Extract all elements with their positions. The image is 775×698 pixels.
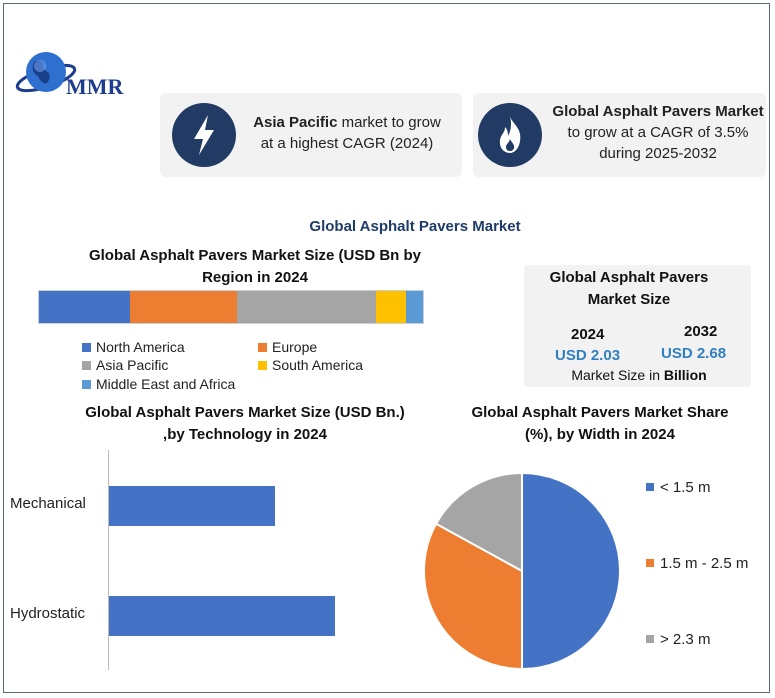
logo-text: MMR [66, 74, 124, 99]
insight-text-2a: Global Asphalt Pavers Market [552, 103, 764, 120]
bar-hydrostatic [109, 596, 336, 636]
lightning-icon [194, 115, 214, 155]
value-2032: USD 2.68 [661, 345, 727, 362]
legend-label: North America [96, 339, 185, 355]
insight-text-1b: at a highest CAGR (2024) [260, 135, 434, 152]
width-title-1: Global Asphalt Pavers Market Share [471, 404, 729, 421]
insight-card-region: Asia Pacific market to grow at a highest… [160, 93, 462, 177]
lightning-badge [172, 103, 236, 167]
region-segment-asia-pacific [236, 291, 377, 323]
flame-icon [499, 117, 521, 153]
region-segment-middle-east-and-africa [405, 291, 423, 323]
legend-swatch [258, 343, 267, 352]
market-size-title: Global Asphalt Pavers Market Size [524, 267, 734, 311]
market-size-title-1: Global Asphalt Pavers [549, 269, 709, 286]
pie-legend-item: < 1.5 m [646, 479, 710, 496]
insight-card-cagr: Global Asphalt Pavers Market to grow at … [473, 93, 766, 177]
legend-label: Europe [272, 339, 318, 355]
region-highlight: Asia Pacific [253, 114, 338, 131]
globe-logo-icon [15, 52, 77, 93]
region-chart-title: Global Asphalt Pavers Market Size (USD B… [88, 247, 422, 286]
insight-text-2c: during 2025-2032 [599, 145, 717, 162]
legend-label: < 1.5 m [660, 479, 711, 496]
width-title-2: (%), by Width in 2024 [525, 426, 675, 443]
region-legend-item: Middle East and Africa [82, 376, 235, 392]
year-2024: 2024 [571, 326, 605, 343]
insight-text-1a: market to grow [337, 114, 441, 131]
region-legend-item: South America [258, 357, 363, 373]
legend-swatch [82, 361, 91, 370]
legend-swatch [82, 343, 91, 352]
legend-label: 1.5 m - 2.5 m [660, 555, 749, 572]
technology-title-1: Global Asphalt Pavers Market Size (USD B… [85, 404, 405, 421]
page-title: Global Asphalt Pavers Market [309, 218, 521, 235]
market-size-panel: Global Asphalt Pavers Market Size 2024 U… [524, 265, 751, 387]
market-size-footer: Market Size in Billion [524, 367, 754, 383]
insight-text-region: Asia Pacific market to grow at a highest… [242, 112, 452, 154]
footer-unit: Billion [663, 367, 707, 383]
bar-label-hydrostatic: Hydrostatic [10, 605, 86, 622]
legend-swatch [258, 361, 267, 370]
value-2024: USD 2.03 [555, 347, 621, 364]
region-segment-south-america [376, 291, 406, 323]
legend-swatch [646, 635, 654, 643]
legend-label: Asia Pacific [96, 357, 169, 373]
legend-label: South America [272, 357, 364, 373]
market-size-title-2: Market Size [587, 291, 671, 308]
pie-legend-item: 1.5 m - 2.5 m [646, 555, 748, 572]
technology-chart-title: Global Asphalt Pavers Market Size (USD B… [60, 402, 430, 446]
pie-legend-item: > 2.3 m [646, 631, 710, 648]
outer-frame [3, 3, 770, 693]
technology-title-2: ,by Technology in 2024 [163, 426, 327, 443]
legend-label: Middle East and Africa [96, 376, 236, 392]
legend-label: > 2.3 m [660, 631, 711, 648]
bar-label-mechanical: Mechanical [10, 495, 86, 512]
region-segment-north-america [39, 291, 131, 323]
legend-swatch [646, 559, 654, 567]
legend-swatch [646, 483, 654, 491]
technology-axis [108, 450, 109, 670]
insight-text-2b: to grow at a CAGR of 3.5% [567, 124, 749, 141]
width-chart-title: Global Asphalt Pavers Market Share (%), … [450, 402, 750, 446]
region-legend-item: Europe [258, 339, 317, 355]
region-legend-item: Asia Pacific [82, 357, 168, 373]
legend-swatch [82, 380, 91, 389]
bar-mechanical [109, 486, 276, 526]
insight-text-cagr: Global Asphalt Pavers Market to grow at … [545, 101, 771, 164]
flame-badge [478, 103, 542, 167]
year-2032: 2032 [684, 323, 718, 340]
region-segment-europe [130, 291, 237, 323]
region-legend-item: North America [82, 339, 185, 355]
footer-prefix: Market Size in [571, 367, 664, 383]
region-stacked-bar [38, 290, 424, 324]
